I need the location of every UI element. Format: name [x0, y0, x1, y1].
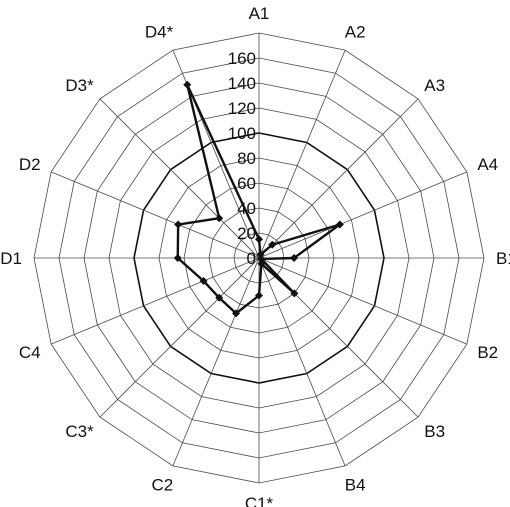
spoke-A2	[258, 49, 346, 259]
category-label-d2: D2	[19, 155, 41, 174]
spoke-B4	[258, 257, 346, 467]
data-point-a1	[255, 235, 263, 244]
r-tick-label-40: 40	[237, 199, 256, 218]
data-point-c3-star	[215, 293, 224, 302]
category-label-d3-star: D3*	[65, 76, 94, 95]
r-tick-label-0: 0	[247, 249, 256, 268]
category-label-a3: A3	[424, 76, 445, 95]
data-point-b1	[290, 254, 298, 262]
category-label-c2: C2	[152, 475, 174, 494]
category-label-b2: B2	[477, 343, 498, 362]
r-tick-label-100: 100	[228, 124, 256, 143]
spoke-C4	[50, 257, 260, 345]
data-point-c4	[199, 276, 208, 285]
spoke-C2	[172, 257, 260, 467]
data-point-a4	[335, 220, 344, 229]
r-tick-label-140: 140	[228, 74, 256, 93]
spoke-A3	[258, 98, 419, 259]
category-label-b1: B1	[496, 249, 510, 268]
radar-labels: A1 A2 A3 A4 B1 B2 B3 B4 C1* C2 C3* C4 D1 D2 D3* D4* 0 20 4…	[0, 4, 510, 507]
spoke-C3*	[99, 257, 260, 418]
data-point-a3	[268, 240, 277, 249]
category-label-d1: D1	[0, 249, 22, 268]
r-tick-label-120: 120	[228, 99, 256, 118]
r-tick-label-20: 20	[237, 224, 256, 243]
data-point-d3-star	[215, 214, 224, 223]
r-tick-label-60: 60	[237, 174, 256, 193]
category-label-a2: A2	[345, 23, 366, 42]
category-label-b3: B3	[424, 422, 445, 441]
data-point-d2	[174, 220, 183, 229]
spoke-D3*	[99, 98, 260, 259]
data-point-b4	[257, 259, 266, 268]
category-label-c1-star: C1*	[245, 494, 274, 507]
data-point-b2	[257, 254, 266, 263]
spoke-B2	[258, 257, 468, 345]
category-label-b4: B4	[345, 475, 366, 494]
r-tick-label-160: 160	[228, 49, 256, 68]
spoke-D2	[50, 171, 260, 259]
category-label-a4: A4	[477, 155, 498, 174]
category-label-d4-star: D4*	[145, 23, 174, 42]
r-tick-label-80: 80	[237, 149, 256, 168]
data-point-c2	[232, 309, 241, 318]
data-point-d4-star	[183, 80, 192, 89]
radar-grid	[33, 32, 485, 484]
category-label-a1: A1	[249, 4, 270, 23]
data-point-a2	[256, 250, 265, 259]
data-point-c1-star	[255, 291, 263, 300]
data-point-b3	[290, 289, 299, 298]
radar-series	[173, 80, 344, 318]
category-label-c3-star: C3*	[65, 422, 94, 441]
category-label-c4: C4	[19, 343, 41, 362]
data-point-d1	[173, 254, 182, 262]
spoke-A4	[258, 171, 468, 259]
